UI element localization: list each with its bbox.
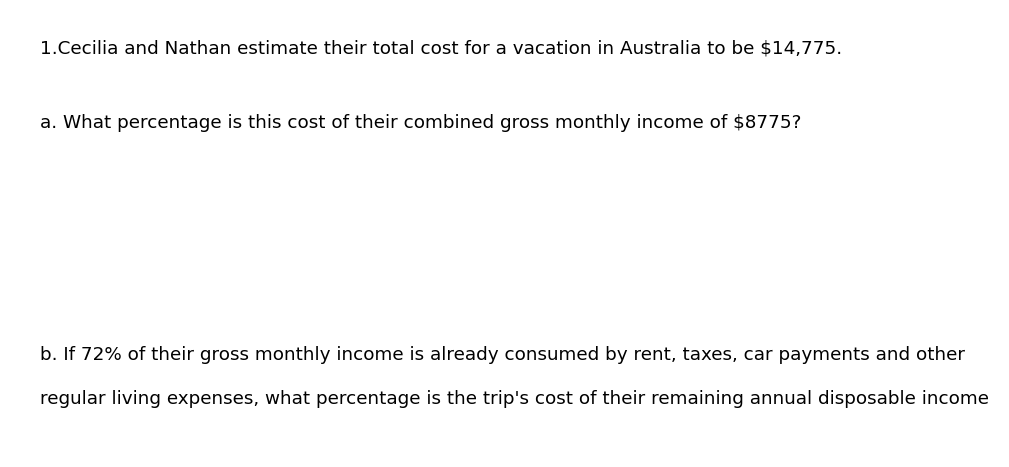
Text: regular living expenses, what percentage is the trip's cost of their remaining a: regular living expenses, what percentage… [40,390,990,408]
Text: b. If 72% of their gross monthly income is already consumed by rent, taxes, car : b. If 72% of their gross monthly income … [40,346,966,364]
Text: a. What percentage is this cost of their combined gross monthly income of $8775?: a. What percentage is this cost of their… [40,114,802,133]
Text: 1.Cecilia and Nathan estimate their total cost for a vacation in Australia to be: 1.Cecilia and Nathan estimate their tota… [40,40,843,58]
